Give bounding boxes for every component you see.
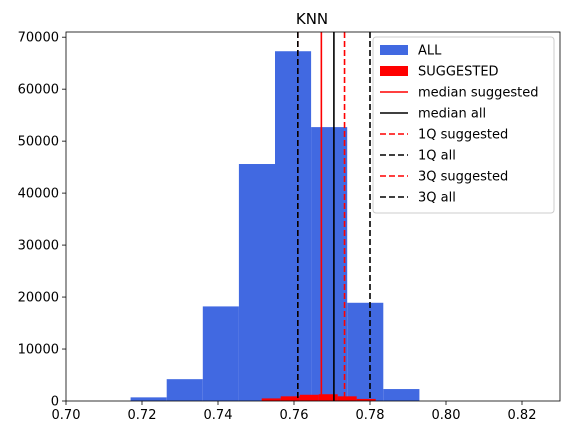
plot-frame [65, 31, 561, 402]
bar-all-1 [166, 379, 203, 401]
bar-all-3 [238, 164, 275, 401]
bar-suggested-1 [280, 396, 300, 401]
x-tick-label: 0.74 [204, 408, 233, 423]
bar-all-7 [383, 389, 420, 401]
y-tick-label: 30000 [18, 239, 59, 254]
axes: 0.70 0.72 0.74 0.76 0.78 0.80 0.82 0 10000 20000 3… [18, 31, 561, 423]
legend-label-all: ALL [418, 44, 442, 59]
bar-suggested-5 [356, 398, 376, 401]
bar-suggested-0 [261, 398, 281, 401]
y-tick-label: 40000 [18, 187, 59, 202]
bar-all-2 [202, 306, 239, 401]
x-tick-label: 0.70 [52, 408, 81, 423]
legend-label-1q-suggested: 1Q suggested [418, 128, 508, 143]
legend-box [372, 36, 555, 214]
bar-all-4 [275, 51, 312, 401]
bar-suggested-3 [318, 394, 338, 401]
reference-lines [296, 32, 371, 401]
x-tick-label: 0.82 [508, 408, 537, 423]
chart-title: KNN [296, 10, 328, 28]
y-tick-label: 60000 [18, 83, 59, 98]
x-tick-label: 0.78 [356, 408, 385, 423]
bar-all-5 [311, 127, 348, 401]
legend-swatch-suggested [380, 66, 408, 76]
legend-label-median-suggested: median suggested [418, 86, 539, 101]
x-tick-label: 0.72 [128, 408, 157, 423]
series-suggested-bars [261, 394, 376, 401]
legend: ALL SUGGESTED median suggested median all 1Q… [372, 36, 555, 214]
legend-label-3q-all: 3Q all [418, 191, 456, 206]
bar-all-0 [130, 397, 167, 401]
x-tick-label: 0.80 [432, 408, 461, 423]
legend-label-3q-suggested: 3Q suggested [418, 170, 508, 185]
y-tick-label: 50000 [18, 135, 59, 150]
y-tick-label: 0 [51, 395, 59, 410]
legend-label-median-all: median all [418, 107, 486, 122]
y-tick-label: 10000 [18, 343, 59, 358]
series-all-bars [130, 51, 420, 401]
legend-label-suggested: SUGGESTED [418, 65, 499, 80]
legend-label-1q-all: 1Q all [418, 149, 456, 164]
bar-suggested-2 [299, 394, 319, 401]
bar-all-6 [347, 302, 384, 401]
x-tick-label: 0.76 [280, 408, 309, 423]
bar-suggested-4 [337, 396, 357, 401]
y-tick-label: 70000 [18, 31, 59, 46]
y-tick-label: 20000 [18, 291, 59, 306]
legend-swatch-all [380, 45, 408, 55]
